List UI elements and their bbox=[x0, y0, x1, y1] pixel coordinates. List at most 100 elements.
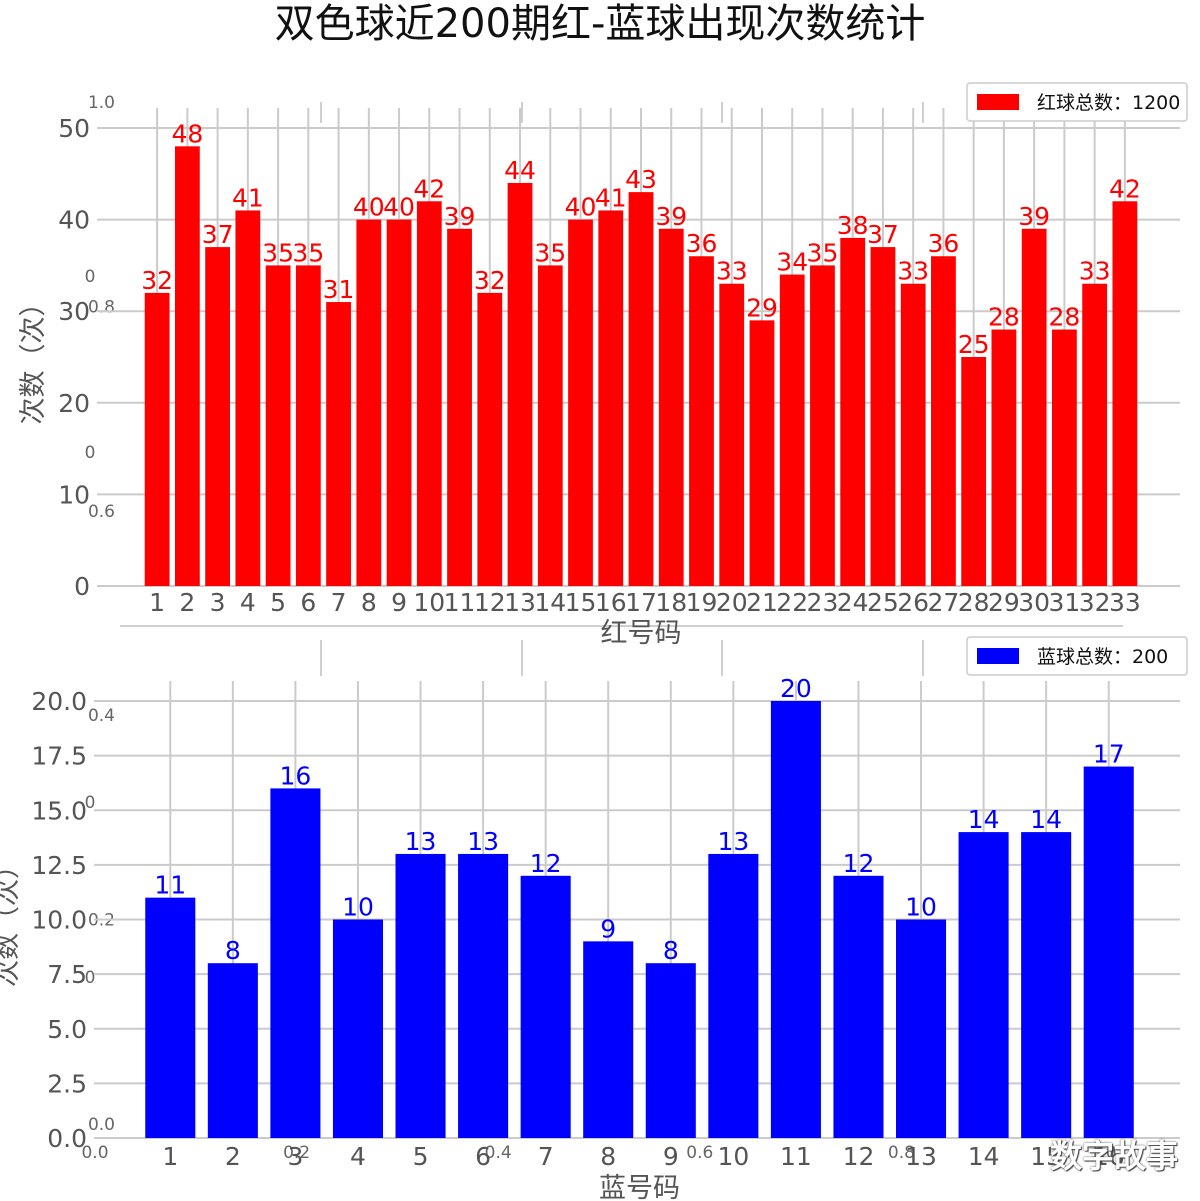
bar-red-24 bbox=[840, 237, 866, 587]
x-tick-label: 16 bbox=[1093, 1142, 1125, 1171]
bar-value-label: 8 bbox=[663, 936, 679, 965]
bar-red-29 bbox=[991, 329, 1017, 586]
x-tick-label: 25 bbox=[867, 588, 899, 617]
x-tick-label: 22 bbox=[776, 588, 808, 617]
bar-blue-15 bbox=[1021, 832, 1072, 1138]
bar-red-21 bbox=[749, 320, 775, 586]
x-tick-label: 4 bbox=[350, 1142, 366, 1171]
bar-blue-13 bbox=[896, 919, 947, 1138]
bar-value-label: 40 bbox=[383, 193, 415, 222]
bar-value-label: 37 bbox=[867, 220, 899, 249]
x-tick-label: 3 bbox=[210, 588, 226, 617]
bar-value-label: 48 bbox=[171, 119, 203, 148]
background-x-tick-label: 0.0 bbox=[81, 1143, 108, 1163]
x-tick-label: 3 bbox=[287, 1142, 303, 1171]
x-tick-label: 6 bbox=[475, 1142, 491, 1171]
bar-value-label: 35 bbox=[262, 238, 294, 267]
x-tick-label: 21 bbox=[746, 588, 778, 617]
y-tick-label: 30 bbox=[58, 297, 90, 326]
bar-value-label: 35 bbox=[292, 238, 324, 267]
y-axis-label: 次数（次） bbox=[18, 290, 49, 425]
y-tick-label: 0 bbox=[74, 572, 90, 601]
bar-value-label: 12 bbox=[530, 849, 562, 878]
y-tick-label: 2.5 bbox=[47, 1069, 87, 1098]
bar-blue-11 bbox=[770, 701, 821, 1138]
background-y-tick-label: 0.8 bbox=[88, 297, 115, 317]
x-tick-label: 17 bbox=[625, 588, 657, 617]
legend-box bbox=[966, 636, 1188, 676]
bar-value-label: 35 bbox=[807, 238, 839, 267]
bar-red-11 bbox=[447, 228, 472, 586]
x-tick-label: 14 bbox=[534, 588, 566, 617]
bar-red-4 bbox=[235, 210, 261, 586]
bar-value-label: 28 bbox=[988, 303, 1020, 332]
background-y-tick-label: 0.4 bbox=[88, 706, 115, 726]
x-tick-label: 13 bbox=[504, 588, 536, 617]
bar-value-label: 39 bbox=[655, 202, 687, 231]
bar-value-label: 17 bbox=[1093, 740, 1125, 769]
x-tick-label: 2 bbox=[179, 588, 195, 617]
bar-value-label: 40 bbox=[565, 193, 597, 222]
x-tick-label: 13 bbox=[905, 1142, 937, 1171]
bar-value-label: 35 bbox=[534, 238, 566, 267]
x-tick-label: 12 bbox=[474, 588, 506, 617]
x-tick-label: 9 bbox=[391, 588, 407, 617]
bar-value-label: 14 bbox=[1030, 805, 1062, 834]
bar-value-label: 40 bbox=[353, 193, 385, 222]
bar-blue-12 bbox=[833, 875, 884, 1138]
x-tick-label: 30 bbox=[1018, 588, 1050, 617]
x-tick-label: 4 bbox=[240, 588, 256, 617]
x-tick-label: 7 bbox=[331, 588, 347, 617]
bar-blue-10 bbox=[708, 853, 759, 1138]
bar-red-27 bbox=[931, 256, 956, 586]
x-tick-label: 11 bbox=[444, 588, 476, 617]
x-tick-label: 28 bbox=[958, 588, 990, 617]
y-tick-label: 20.0 bbox=[31, 687, 87, 716]
bar-red-6 bbox=[295, 265, 321, 586]
bar-red-15 bbox=[568, 219, 593, 586]
bar-red-30 bbox=[1021, 228, 1047, 586]
x-tick-label: 20 bbox=[716, 588, 748, 617]
x-tick-label: 24 bbox=[837, 588, 869, 617]
bar-value-label: 43 bbox=[625, 165, 657, 194]
legend-box bbox=[966, 82, 1188, 122]
background-x-tick-label: 0.2 bbox=[283, 1143, 310, 1163]
background-y-tick-label: 0.0 bbox=[88, 1115, 115, 1135]
bar-red-22 bbox=[779, 274, 805, 586]
bar-red-7 bbox=[326, 302, 351, 586]
x-tick-label: 27 bbox=[928, 588, 960, 617]
bar-value-label: 33 bbox=[1079, 257, 1111, 286]
bar-value-label: 11 bbox=[154, 871, 186, 900]
legend-swatch bbox=[977, 94, 1019, 110]
y-tick-label: 17.5 bbox=[31, 742, 87, 771]
y-tick-label: 0.0 bbox=[47, 1124, 87, 1153]
background-x-tick-label: 1.0 bbox=[1089, 1143, 1116, 1163]
bar-blue-4 bbox=[332, 919, 383, 1138]
x-tick-label: 26 bbox=[897, 588, 929, 617]
watermark: 数字故事 bbox=[1049, 1137, 1178, 1175]
x-tick-label: 8 bbox=[600, 1142, 616, 1171]
bar-red-14 bbox=[537, 265, 563, 586]
bar-value-label: 16 bbox=[280, 761, 312, 790]
bar-red-26 bbox=[900, 283, 926, 586]
background-zero-label: 0 bbox=[85, 968, 96, 988]
bar-red-28 bbox=[961, 357, 987, 586]
x-tick-label: 9 bbox=[663, 1142, 679, 1171]
x-tick-label: 32 bbox=[1079, 588, 1111, 617]
bar-value-label: 25 bbox=[958, 330, 990, 359]
legend-label: 蓝球总数：200 bbox=[1037, 646, 1168, 668]
bar-value-label: 14 bbox=[968, 805, 1000, 834]
bar-red-17 bbox=[628, 192, 654, 586]
y-tick-label: 10 bbox=[58, 480, 90, 509]
x-tick-label: 10 bbox=[717, 1142, 749, 1171]
bar-value-label: 36 bbox=[928, 229, 960, 258]
bar-value-label: 28 bbox=[1048, 303, 1080, 332]
x-tick-label: 23 bbox=[807, 588, 839, 617]
y-tick-label: 15.0 bbox=[31, 796, 87, 825]
y-tick-label: 10.0 bbox=[31, 906, 87, 935]
bar-value-label: 13 bbox=[467, 827, 499, 856]
bar-red-13 bbox=[507, 182, 533, 586]
bar-blue-8 bbox=[583, 941, 634, 1138]
bar-red-10 bbox=[416, 201, 442, 586]
